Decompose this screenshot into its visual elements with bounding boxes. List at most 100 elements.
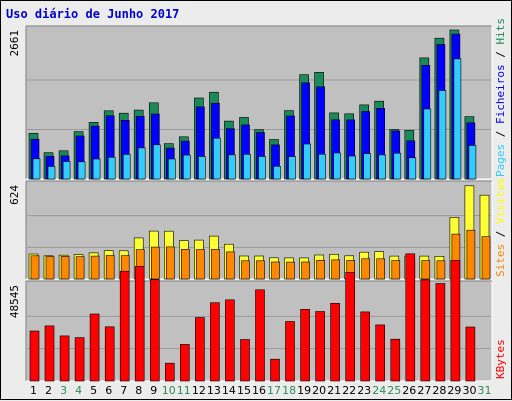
bar-pages-day-1 xyxy=(32,158,41,180)
bar-kbytes-day-21 xyxy=(330,302,340,382)
bar-pages-day-15 xyxy=(243,154,251,180)
bar-sites-day-25 xyxy=(391,260,401,280)
bar-sites-day-30 xyxy=(466,229,476,280)
bar-sites-day-12 xyxy=(196,249,205,280)
y-axis-max-label: 48545 xyxy=(8,285,21,318)
x-tick-label: 4 xyxy=(75,384,82,397)
bar-kbytes-day-27 xyxy=(420,279,431,382)
bar-sites-day-13 xyxy=(211,249,220,280)
bar-kbytes-day-18 xyxy=(285,321,295,382)
x-tick-label: 19 xyxy=(297,384,311,397)
x-tick-label: 30 xyxy=(463,384,477,397)
bar-sites-day-6 xyxy=(105,255,115,280)
bar-sites-day-20 xyxy=(316,259,325,280)
bar-kbytes-day-5 xyxy=(89,313,100,382)
legend-entry: / xyxy=(494,224,507,244)
legend-label: Sites / Visitas xyxy=(494,178,507,277)
x-tick-label: 16 xyxy=(252,384,266,397)
bar-sites-day-15 xyxy=(241,260,250,280)
bar-kbytes-day-4 xyxy=(74,337,85,382)
bar-sites-day-27 xyxy=(421,260,431,280)
bar-sites-day-18 xyxy=(286,261,295,280)
bar-sites-day-2 xyxy=(45,256,55,280)
y-axis-max-label: 2661 xyxy=(8,30,21,57)
x-tick-label: 9 xyxy=(150,384,157,397)
bar-pages-day-4 xyxy=(77,161,86,180)
bar-pages-day-16 xyxy=(258,156,266,180)
bar-kbytes-day-25 xyxy=(390,338,401,382)
x-tick-label: 24 xyxy=(372,384,386,397)
x-tick-label: 22 xyxy=(342,384,356,397)
bar-sites-day-4 xyxy=(75,256,85,280)
bar-kbytes-day-15 xyxy=(240,339,250,382)
bar-pages-day-18 xyxy=(288,156,296,180)
x-tick-label: 11 xyxy=(177,384,191,397)
x-tick-label: 1 xyxy=(30,384,37,397)
legend-label: KBytes xyxy=(494,339,507,379)
bar-pages-day-3 xyxy=(62,161,71,180)
legend-entry: Ficheiros xyxy=(494,64,507,124)
bar-kbytes-day-19 xyxy=(300,308,310,382)
x-tick-label: 7 xyxy=(120,384,127,397)
x-tick-label: 2 xyxy=(45,384,52,397)
bar-pages-day-5 xyxy=(92,158,101,180)
bar-sites-day-31 xyxy=(481,236,491,280)
bar-kbytes-day-28 xyxy=(435,283,446,382)
bar-sites-day-17 xyxy=(271,261,280,280)
bar-sites-day-14 xyxy=(226,251,235,280)
bar-pages-day-25 xyxy=(393,152,402,180)
bar-sites-day-10 xyxy=(166,246,175,280)
legend-label: Pages / Ficheiros / Hits xyxy=(494,18,507,177)
bar-pages-day-19 xyxy=(303,143,311,180)
x-tick-label: 21 xyxy=(327,384,341,397)
bar-kbytes-day-12 xyxy=(195,317,205,382)
bar-kbytes-day-3 xyxy=(59,335,70,382)
x-tick-label: 8 xyxy=(135,384,142,397)
bar-sites-day-16 xyxy=(256,260,265,280)
x-tick-label: 26 xyxy=(402,384,416,397)
bar-pages-day-7 xyxy=(122,154,131,180)
x-tick-label: 15 xyxy=(237,384,251,397)
bar-pages-day-2 xyxy=(47,166,56,180)
bar-sites-day-1 xyxy=(30,255,40,280)
legend-entry: / xyxy=(494,45,507,65)
x-tick-label: 12 xyxy=(192,384,206,397)
bar-pages-day-29 xyxy=(453,58,462,180)
bar-kbytes-day-17 xyxy=(270,358,280,382)
bar-sites-day-28 xyxy=(436,260,446,280)
bar-sites-day-24 xyxy=(376,258,386,280)
bar-sites-day-3 xyxy=(60,256,70,280)
bar-pages-day-10 xyxy=(168,158,176,180)
x-tick-label: 31 xyxy=(478,384,492,397)
bar-sites-day-19 xyxy=(301,261,310,280)
bar-pages-day-27 xyxy=(423,108,432,180)
bar-kbytes-day-13 xyxy=(210,302,220,382)
x-tick-label: 6 xyxy=(105,384,112,397)
bar-pages-day-8 xyxy=(137,147,146,180)
bar-sites-day-5 xyxy=(90,255,100,280)
bar-kbytes-day-9 xyxy=(150,279,160,382)
bar-kbytes-day-29 xyxy=(450,260,461,382)
bar-kbytes-day-20 xyxy=(315,311,325,382)
bar-pages-day-14 xyxy=(228,154,236,180)
bar-pages-day-11 xyxy=(183,154,191,180)
x-tick-label: 29 xyxy=(447,384,461,397)
bar-pages-day-28 xyxy=(438,90,447,180)
x-tick-label: 28 xyxy=(432,384,446,397)
x-tick-label: 23 xyxy=(357,384,371,397)
bar-kbytes-day-6 xyxy=(104,326,115,382)
bar-kbytes-day-16 xyxy=(255,289,265,382)
legend-entry: Hits xyxy=(494,18,507,45)
x-tick-label: 10 xyxy=(162,384,176,397)
bar-pages-day-12 xyxy=(198,156,206,180)
bar-pages-day-22 xyxy=(348,155,357,180)
bar-kbytes-day-26 xyxy=(405,253,416,382)
legend-entry: KBytes xyxy=(494,339,507,379)
x-tick-label: 20 xyxy=(312,384,326,397)
bar-pages-day-17 xyxy=(273,166,281,180)
bar-kbytes-day-14 xyxy=(225,299,235,382)
bar-kbytes-day-22 xyxy=(345,272,356,382)
bar-sites-day-11 xyxy=(181,249,190,280)
bar-sites-day-23 xyxy=(361,258,371,280)
